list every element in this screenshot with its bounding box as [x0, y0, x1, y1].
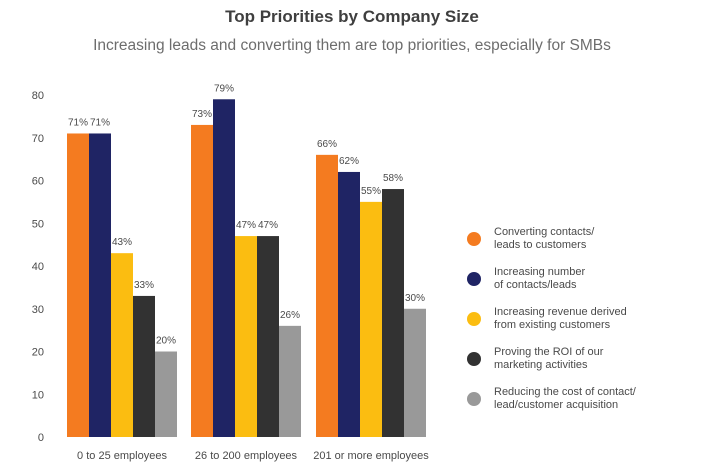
y-tick-label: 10 [32, 389, 44, 401]
legend-label: Proving the ROI of our marketing activit… [494, 346, 604, 371]
data-label: 26% [280, 310, 300, 321]
data-label: 58% [383, 173, 403, 184]
y-tick-label: 30 [32, 304, 44, 316]
chart-title: Top Priorities by Company Size [225, 7, 479, 26]
legend-item: Increasing number of contacts/leads [466, 266, 696, 292]
bar [257, 236, 279, 437]
bar [67, 133, 89, 437]
legend-item: Increasing revenue derived from existing… [466, 306, 696, 332]
legend-label: Converting contacts/ leads to customers [494, 226, 595, 251]
bar [111, 253, 133, 437]
legend-item: Reducing the cost of contact/ lead/custo… [466, 386, 696, 412]
data-label: 73% [192, 109, 212, 120]
data-label: 71% [90, 117, 110, 128]
data-label: 30% [405, 293, 425, 304]
bar [382, 189, 404, 437]
bar [404, 308, 426, 437]
bar [235, 236, 257, 437]
y-tick-label: 80 [32, 90, 44, 102]
category-label: 0 to 25 employees [77, 450, 167, 462]
y-tick-label: 70 [32, 133, 44, 145]
bar [213, 99, 235, 438]
category-label: 26 to 200 employees [195, 450, 298, 462]
legend-marker [467, 392, 481, 406]
legend-marker [467, 272, 481, 286]
chart-subtitle: Increasing leads and converting them are… [93, 37, 611, 54]
chart-legend: Converting contacts/ leads to customers I… [466, 226, 696, 426]
data-label: 66% [317, 139, 337, 150]
bar [338, 171, 360, 437]
data-label: 33% [134, 280, 154, 291]
data-label: 43% [112, 237, 132, 248]
data-label: 47% [236, 220, 256, 231]
category-label: 201 or more employees [313, 450, 429, 462]
legend-marker [467, 312, 481, 326]
data-label: 62% [339, 156, 359, 167]
bar [279, 325, 301, 437]
legend-label: Reducing the cost of contact/ lead/custo… [494, 386, 636, 411]
data-label: 47% [258, 220, 278, 231]
y-tick-label: 20 [32, 347, 44, 359]
bar [191, 124, 213, 438]
y-tick-label: 0 [38, 432, 44, 444]
bar [133, 295, 155, 437]
y-tick-label: 60 [32, 176, 44, 188]
data-label: 20% [156, 336, 176, 347]
bar [316, 154, 338, 437]
y-tick-label: 50 [32, 218, 44, 230]
bar [360, 201, 382, 437]
bar [155, 351, 177, 437]
data-label: 71% [68, 117, 88, 128]
y-tick-label: 40 [32, 261, 44, 273]
bar [89, 133, 111, 437]
data-label: 55% [361, 186, 381, 197]
legend-marker [467, 352, 481, 366]
legend-label: Increasing number of contacts/leads [494, 266, 586, 291]
data-label: 79% [214, 83, 234, 94]
legend-item: Proving the ROI of our marketing activit… [466, 346, 696, 372]
legend-label: Increasing revenue derived from existing… [494, 306, 627, 331]
legend-item: Converting contacts/ leads to customers [466, 226, 696, 252]
legend-marker [467, 232, 481, 246]
